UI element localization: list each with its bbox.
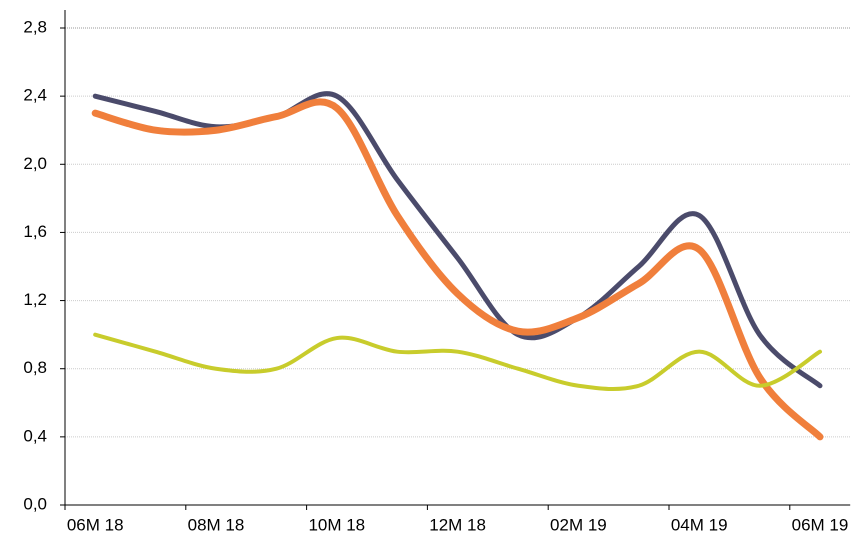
y-tick-label: 0,8 [23, 358, 47, 377]
line [93, 332, 822, 391]
line [92, 91, 823, 389]
x-tick-label: 10M 18 [308, 515, 365, 534]
y-tick-label: 2,8 [23, 17, 47, 36]
x-tick-label: 08M 18 [188, 515, 245, 534]
x-tick-label: 04M 19 [671, 515, 728, 534]
y-tick-label: 0,4 [23, 426, 47, 445]
x-tick-label: 06M 19 [792, 515, 849, 534]
y-tick-label: 2,0 [23, 154, 47, 173]
y-tick-label: 1,6 [23, 222, 47, 241]
y-tick-label: 2,4 [23, 86, 47, 105]
x-tick-label: 06M 18 [67, 515, 124, 534]
y-tick-label: 0,0 [23, 494, 47, 513]
x-tick-label: 02M 19 [550, 515, 607, 534]
y-tick-label: 1,2 [23, 290, 47, 309]
x-tick-label: 12M 18 [429, 515, 486, 534]
line [91, 98, 824, 441]
